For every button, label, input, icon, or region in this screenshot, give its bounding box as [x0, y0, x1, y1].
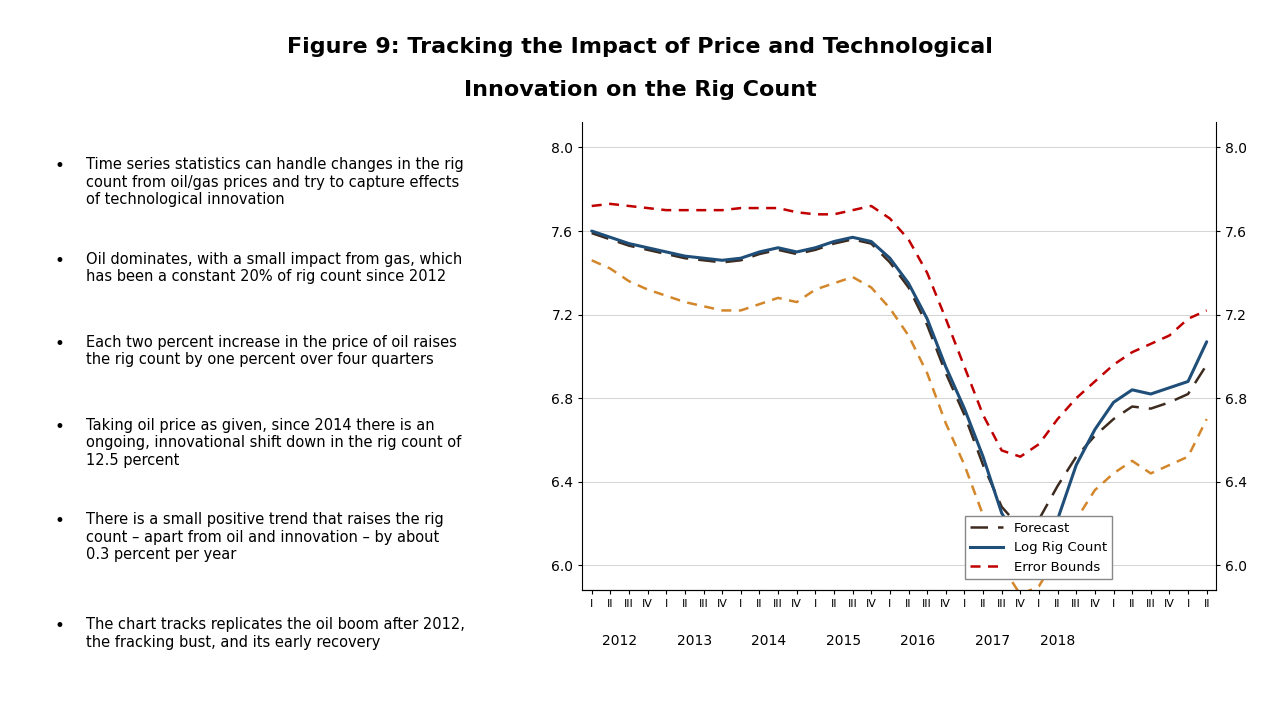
- Text: 2014: 2014: [751, 634, 786, 648]
- Legend: Forecast, Log Rig Count, Error Bounds: Forecast, Log Rig Count, Error Bounds: [965, 516, 1112, 579]
- Text: Taking oil price as given, since 2014 there is an
ongoing, innovational shift do: Taking oil price as given, since 2014 th…: [86, 418, 461, 468]
- Text: Innovation on the Rig Count: Innovation on the Rig Count: [463, 80, 817, 100]
- Text: Time series statistics can handle changes in the rig
count from oil/gas prices a: Time series statistics can handle change…: [86, 157, 463, 207]
- Text: •: •: [54, 335, 64, 353]
- Text: 2018: 2018: [1039, 634, 1075, 648]
- Text: The chart tracks replicates the oil boom after 2012,
the fracking bust, and its : The chart tracks replicates the oil boom…: [86, 618, 465, 650]
- Text: 2017: 2017: [975, 634, 1010, 648]
- Text: Each two percent increase in the price of oil raises
the rig count by one percen: Each two percent increase in the price o…: [86, 335, 457, 367]
- Text: •: •: [54, 251, 64, 269]
- Text: There is a small positive trend that raises the rig
count – apart from oil and i: There is a small positive trend that rai…: [86, 512, 443, 562]
- Text: 2015: 2015: [826, 634, 861, 648]
- Text: •: •: [54, 418, 64, 436]
- Text: •: •: [54, 618, 64, 636]
- Text: 2012: 2012: [602, 634, 637, 648]
- Text: Oil dominates, with a small impact from gas, which
has been a constant 20% of ri: Oil dominates, with a small impact from …: [86, 251, 462, 284]
- Text: 2013: 2013: [677, 634, 712, 648]
- Text: •: •: [54, 157, 64, 175]
- Text: Figure 9: Tracking the Impact of Price and Technological: Figure 9: Tracking the Impact of Price a…: [287, 37, 993, 57]
- Text: 2016: 2016: [900, 634, 936, 648]
- Text: •: •: [54, 512, 64, 530]
